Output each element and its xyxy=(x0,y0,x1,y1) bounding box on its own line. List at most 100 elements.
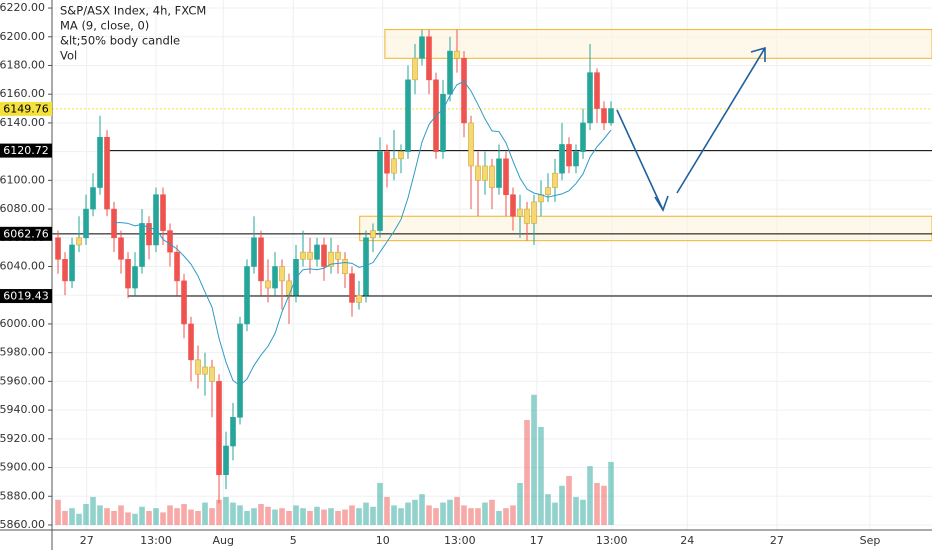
volume-bar xyxy=(202,502,208,525)
volume-bar xyxy=(62,510,68,525)
candle-body xyxy=(475,165,481,181)
volume-bar xyxy=(328,508,334,525)
candle-body xyxy=(447,50,453,95)
candle-body xyxy=(321,244,327,267)
volume-bar xyxy=(496,510,502,525)
candle-body xyxy=(76,237,82,246)
candle-body xyxy=(125,259,131,289)
candle-body xyxy=(440,93,446,152)
legend-text: S&P/ASX Index, 4h, FXCM xyxy=(60,4,206,18)
volume-bar xyxy=(440,502,446,525)
volume-bar xyxy=(272,509,278,525)
candle-body xyxy=(62,259,68,282)
candle-body xyxy=(608,108,614,124)
candle-body xyxy=(419,36,425,59)
volume-bar xyxy=(608,461,614,525)
candle-body xyxy=(601,108,607,124)
volume-bar xyxy=(132,513,138,525)
candle-body xyxy=(384,151,390,174)
price-axis xyxy=(0,0,52,530)
level-label-box xyxy=(0,226,52,241)
volume-bar xyxy=(510,505,516,525)
candle-body xyxy=(216,381,222,476)
y-tick-label: 5980.00 xyxy=(0,346,45,359)
candle-body xyxy=(461,57,467,124)
candle-body xyxy=(468,122,474,167)
volume-bar xyxy=(377,482,383,525)
candle-body xyxy=(566,144,572,167)
candle-body xyxy=(503,158,509,196)
candle-body xyxy=(300,251,306,260)
candle-body xyxy=(405,79,411,152)
volume-bar xyxy=(503,508,509,525)
candle-body xyxy=(496,158,502,188)
volume-bar xyxy=(83,503,89,525)
candle-body xyxy=(489,165,495,188)
volume-bar xyxy=(174,508,180,525)
volume-bar xyxy=(146,510,152,525)
volume-bar xyxy=(314,506,320,525)
volume-bar xyxy=(104,508,110,525)
candle-body xyxy=(146,223,152,246)
x-tick-label: 13:00 xyxy=(596,534,628,547)
volume-bar xyxy=(363,502,369,525)
legend-text: Vol xyxy=(60,49,77,63)
volume-bar xyxy=(461,505,467,525)
candle-body xyxy=(342,259,348,274)
candle-body xyxy=(272,266,278,289)
y-tick-label: 5880.00 xyxy=(0,489,45,502)
current-price-box xyxy=(0,101,52,116)
candle-body xyxy=(195,359,201,375)
candle-body xyxy=(111,208,117,239)
candle-body xyxy=(251,237,257,267)
level-label-box xyxy=(0,143,52,158)
candle-body xyxy=(580,122,586,152)
y-tick-label: 6000.00 xyxy=(0,317,45,330)
candle-body xyxy=(167,230,173,253)
y-tick-label: 6080.00 xyxy=(0,202,45,215)
volume-bar xyxy=(447,499,453,525)
candle-body xyxy=(545,187,551,196)
candle-body xyxy=(244,266,250,325)
volume-bar xyxy=(293,505,299,525)
volume-bar xyxy=(209,508,215,525)
candle-body xyxy=(265,280,271,289)
level-label: 6019.43 xyxy=(3,290,49,303)
candle-body xyxy=(426,36,432,81)
volume-bar xyxy=(594,482,600,525)
zone xyxy=(384,29,932,59)
volume-bar xyxy=(244,510,250,525)
candle-body xyxy=(97,136,103,188)
candle-body xyxy=(356,294,362,303)
volume-bar xyxy=(601,485,607,525)
candle-body xyxy=(279,266,285,282)
volume-bar xyxy=(587,466,593,525)
volume-bar xyxy=(265,506,271,525)
volume-bar xyxy=(349,505,355,525)
candle-body xyxy=(153,194,159,246)
volume-bar xyxy=(125,512,131,525)
volume-bar xyxy=(391,505,397,525)
volume-bar xyxy=(370,506,376,525)
volume-bar xyxy=(419,494,425,525)
volume-bar xyxy=(573,496,579,525)
candle-body xyxy=(398,151,404,160)
candle-body xyxy=(237,323,243,418)
volume-bar xyxy=(475,508,481,525)
volume-bar xyxy=(398,508,404,525)
candle-body xyxy=(286,280,292,296)
level-label: 6120.72 xyxy=(3,144,49,157)
candle-body xyxy=(202,366,208,375)
candle-body xyxy=(391,158,397,174)
candle-body xyxy=(223,445,229,476)
volume-bar xyxy=(237,505,243,525)
volume-bar xyxy=(405,502,411,525)
candle-body xyxy=(188,323,194,361)
candle-body xyxy=(258,237,264,282)
x-tick-label: 13:00 xyxy=(140,534,172,547)
candle-body xyxy=(335,251,341,260)
x-tick-label: Aug xyxy=(212,534,233,547)
ma-line xyxy=(114,80,612,387)
volume-bar xyxy=(552,502,558,525)
